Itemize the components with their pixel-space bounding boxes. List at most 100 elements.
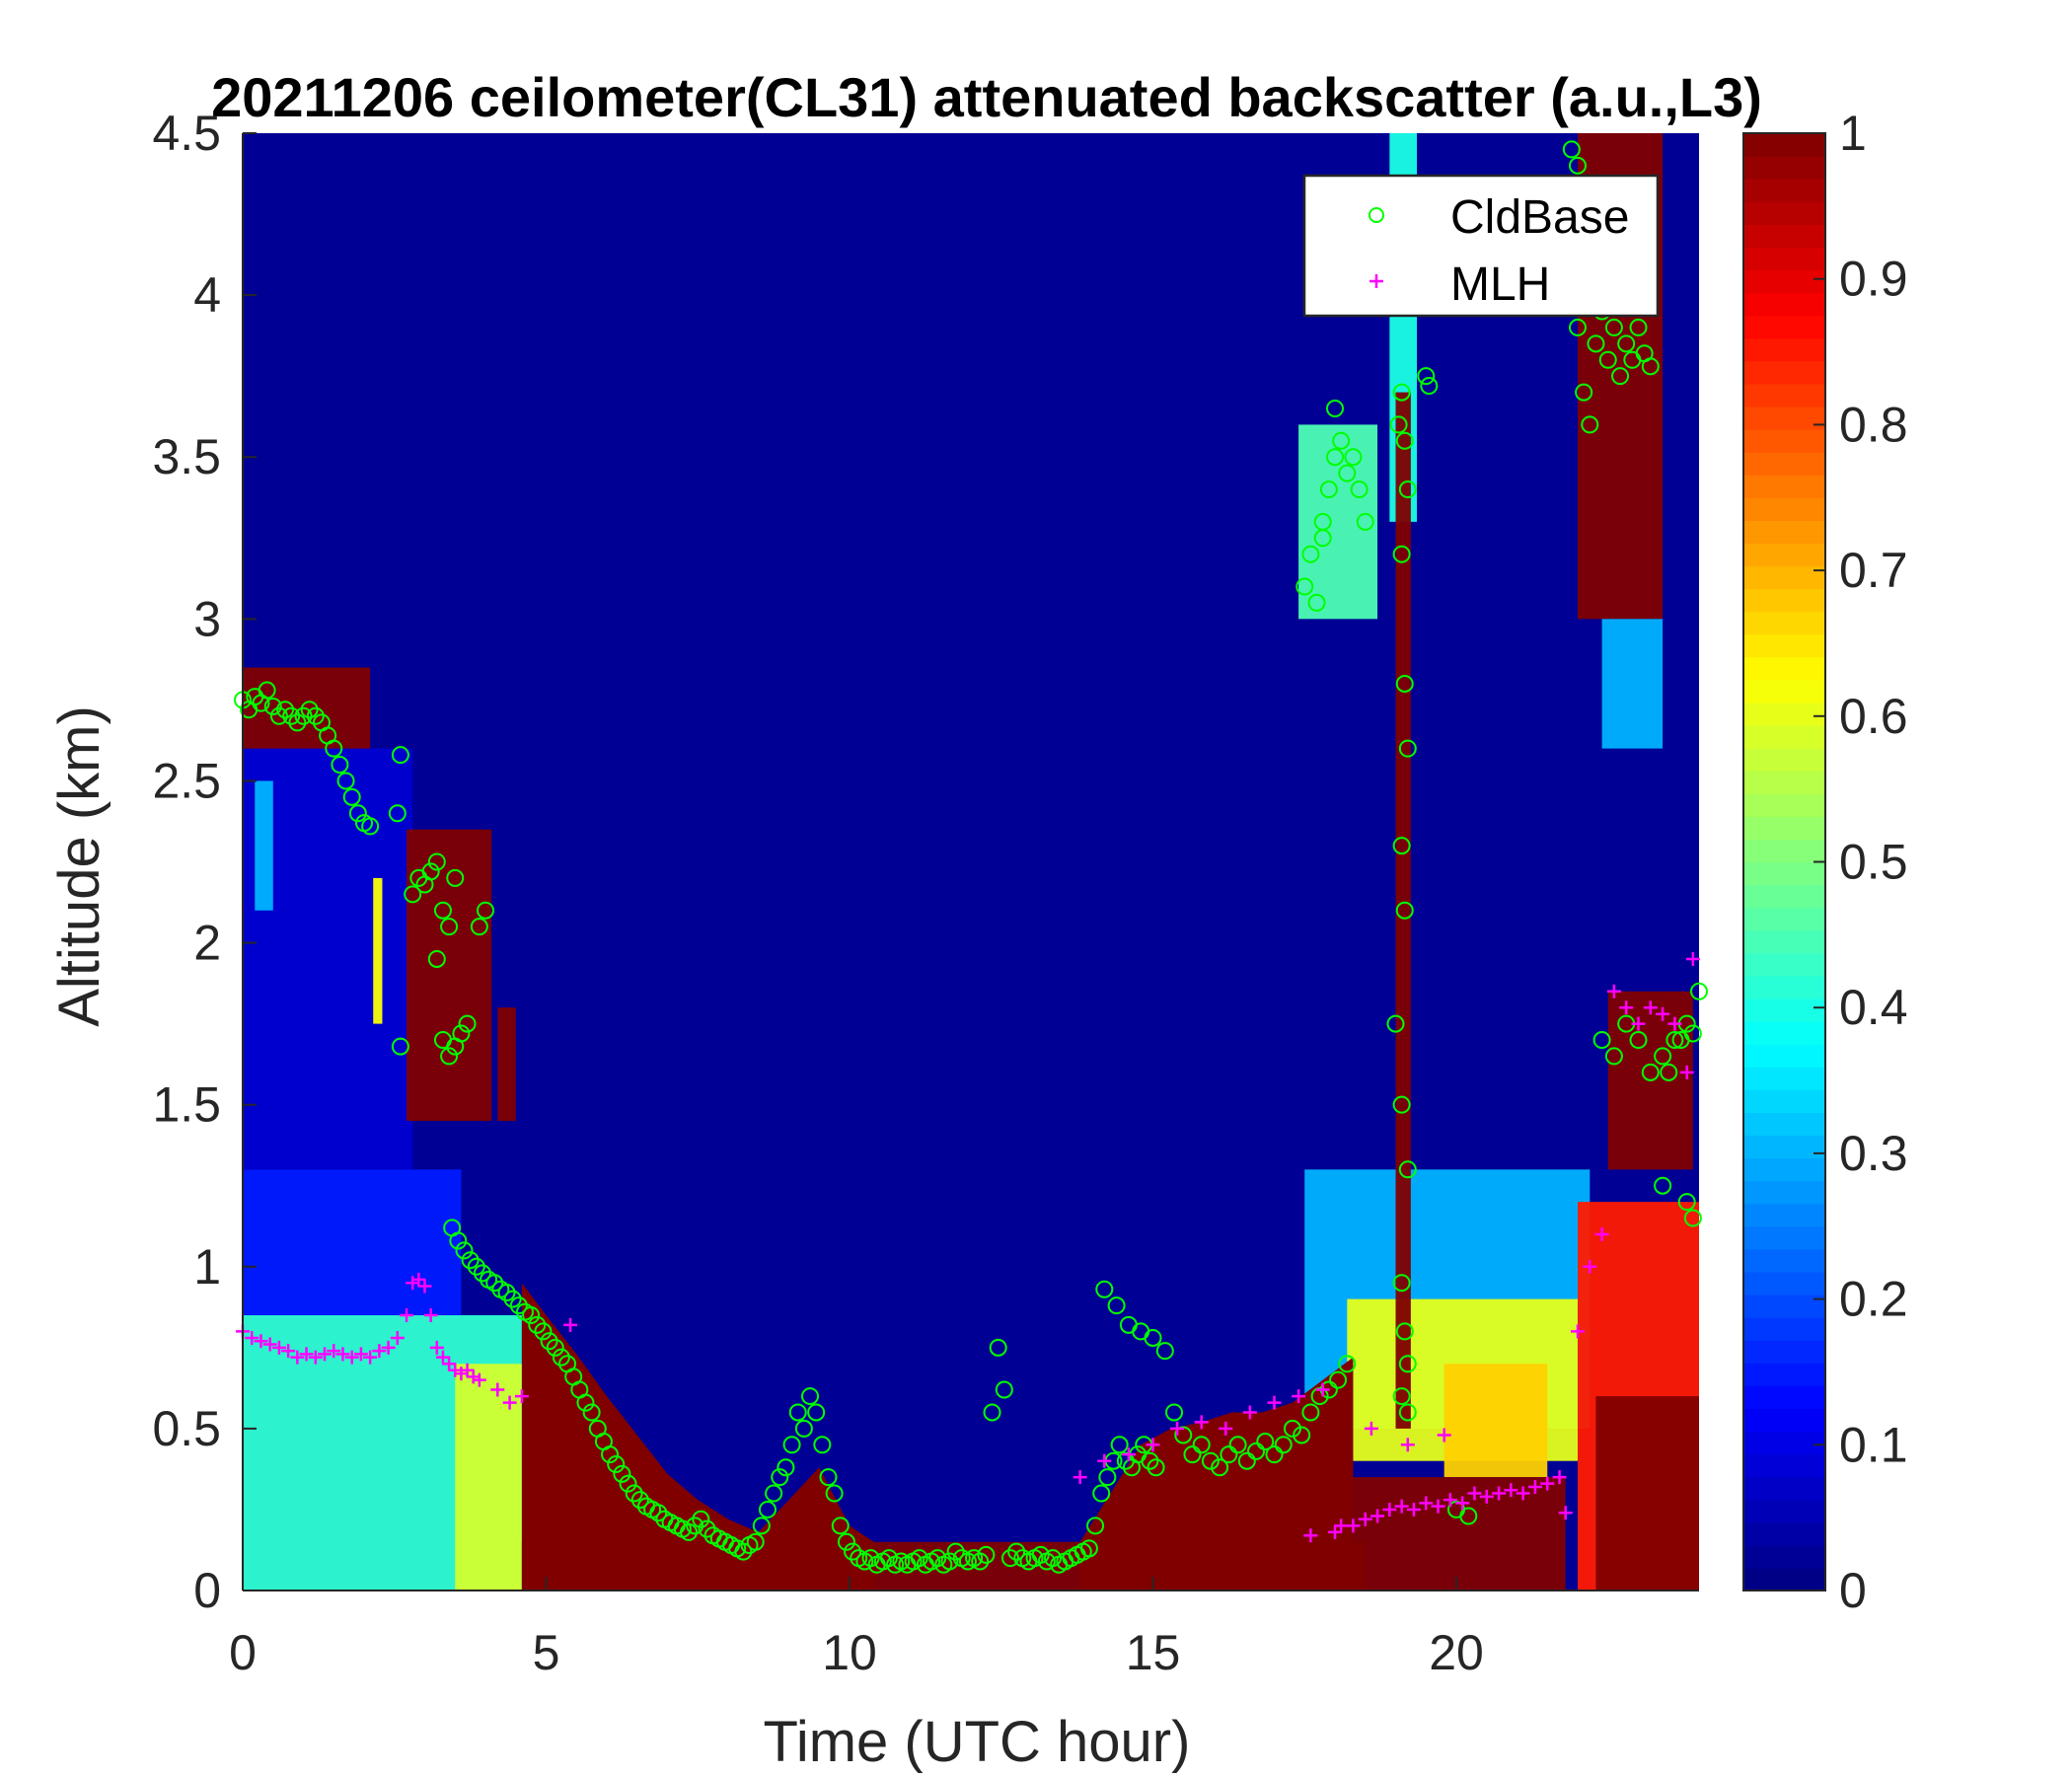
colorbar-segment bbox=[1743, 520, 1825, 545]
colorbar-tick-label: 1 bbox=[1839, 106, 1867, 161]
cldbase-point bbox=[1007, 1542, 1026, 1561]
colorbar-segment bbox=[1743, 543, 1825, 567]
colorbar-segment bbox=[1743, 224, 1825, 248]
mlh-point bbox=[1194, 1415, 1209, 1430]
cldbase-point bbox=[807, 1403, 826, 1422]
cldbase-point bbox=[1338, 464, 1357, 482]
cldbase-point bbox=[1392, 545, 1411, 563]
colorbar-segment bbox=[1743, 656, 1825, 681]
mlh-point bbox=[472, 1372, 486, 1387]
mlh-point bbox=[1121, 1447, 1136, 1462]
mlh-point bbox=[245, 1330, 259, 1345]
cldbase-point bbox=[300, 701, 319, 719]
cldbase-point bbox=[528, 1315, 547, 1334]
cldbase-point bbox=[1569, 156, 1587, 175]
mlh-point bbox=[1583, 1259, 1597, 1274]
colorbar-tick-label: 0.3 bbox=[1839, 1126, 1908, 1181]
mlh-point bbox=[442, 1357, 457, 1371]
cldbase-point bbox=[288, 713, 307, 732]
cldbase-point bbox=[485, 1274, 504, 1293]
heatmap-region bbox=[455, 1364, 522, 1591]
cldbase-point bbox=[1092, 1484, 1111, 1503]
cldbase-point bbox=[477, 901, 494, 920]
cldbase-point bbox=[607, 1454, 626, 1473]
mlh-point bbox=[1382, 1502, 1397, 1517]
colorbar-segment bbox=[1743, 475, 1825, 498]
cldbase-point bbox=[765, 1484, 783, 1503]
colorbar-segment bbox=[1743, 1476, 1825, 1501]
cldbase-point bbox=[1604, 318, 1623, 336]
cldbase-point bbox=[1310, 1387, 1329, 1406]
y-tick-label: 1.5 bbox=[152, 1077, 221, 1133]
y-tick-label: 3.5 bbox=[152, 429, 221, 484]
cldbase-point bbox=[421, 862, 440, 881]
mlh-point bbox=[1170, 1421, 1185, 1436]
heatmap-region bbox=[1595, 1396, 1699, 1591]
cldbase-point bbox=[1183, 1445, 1202, 1464]
cldbase-point bbox=[879, 1549, 898, 1568]
cldbase-point bbox=[1086, 1517, 1105, 1535]
cldbase-point bbox=[1392, 383, 1411, 402]
cldbase-point bbox=[788, 1403, 807, 1422]
mlh-point bbox=[1097, 1453, 1112, 1468]
cldbase-point bbox=[452, 1024, 471, 1043]
mlh-point bbox=[1346, 1518, 1361, 1533]
cldbase-point bbox=[1459, 1507, 1478, 1525]
mlh-point bbox=[1606, 984, 1621, 999]
colorbar-segment bbox=[1743, 839, 1825, 863]
cldbase-point bbox=[294, 706, 313, 725]
x-tick-label: 0 bbox=[229, 1625, 257, 1680]
mlh-point bbox=[1219, 1421, 1233, 1436]
colorbar-segment bbox=[1743, 1271, 1825, 1295]
cldbase-point bbox=[433, 901, 452, 920]
cldbase-point bbox=[844, 1542, 862, 1561]
cldbase-point bbox=[497, 1284, 516, 1302]
cldbase-point bbox=[601, 1445, 620, 1464]
cldbase-point bbox=[461, 1251, 480, 1270]
cldbase-point bbox=[794, 1419, 813, 1438]
cldbase-point bbox=[1338, 1355, 1357, 1373]
cloud-base-series bbox=[234, 140, 1708, 1574]
mlh-point bbox=[1419, 1496, 1434, 1511]
colorbar-segment bbox=[1743, 952, 1825, 977]
mlh-point bbox=[1558, 1506, 1573, 1520]
mlh-point bbox=[363, 1350, 378, 1365]
colorbar-segment bbox=[1743, 861, 1825, 886]
cldbase-point bbox=[910, 1549, 928, 1568]
cldbase-point bbox=[552, 1348, 570, 1367]
colorbar-segment bbox=[1743, 383, 1825, 407]
cldbase-point bbox=[1392, 1387, 1411, 1406]
mlh-point bbox=[1467, 1486, 1482, 1501]
cldbase-point bbox=[619, 1474, 637, 1493]
x-tick-label: 15 bbox=[1126, 1625, 1181, 1680]
cldbase-point bbox=[1395, 431, 1414, 450]
cldbase-point bbox=[1592, 1031, 1611, 1050]
cldbase-point bbox=[1671, 1031, 1690, 1050]
cldbase-point bbox=[503, 1290, 522, 1308]
cldbase-point bbox=[1344, 448, 1363, 467]
colorbar-segment bbox=[1743, 269, 1825, 294]
mlh-point bbox=[1267, 1395, 1282, 1410]
x-tick-label: 20 bbox=[1429, 1625, 1484, 1680]
cldbase-point bbox=[813, 1436, 832, 1454]
cldbase-point bbox=[404, 885, 422, 904]
cldbase-point bbox=[1326, 399, 1344, 417]
mlh-point bbox=[429, 1340, 444, 1355]
cldbase-point bbox=[470, 918, 488, 936]
y-tick-label: 4 bbox=[193, 267, 221, 323]
heatmap-layer bbox=[521, 1283, 874, 1591]
cldbase-point bbox=[1356, 512, 1374, 531]
colorbar-tick-label: 0.8 bbox=[1839, 397, 1908, 452]
colorbar-segment bbox=[1743, 1317, 1825, 1341]
cldbase-point bbox=[801, 1387, 820, 1406]
cldbase-point bbox=[342, 787, 361, 806]
cldbase-point bbox=[473, 1264, 491, 1283]
cldbase-point bbox=[1174, 1426, 1193, 1444]
cldbase-point bbox=[1598, 350, 1617, 369]
cldbase-point bbox=[1654, 1047, 1672, 1066]
mlh-point bbox=[423, 1308, 438, 1323]
cldbase-point bbox=[861, 1549, 880, 1568]
mlh-point bbox=[1685, 951, 1700, 966]
mlh-point bbox=[563, 1317, 578, 1332]
cldbase-point bbox=[348, 804, 367, 823]
